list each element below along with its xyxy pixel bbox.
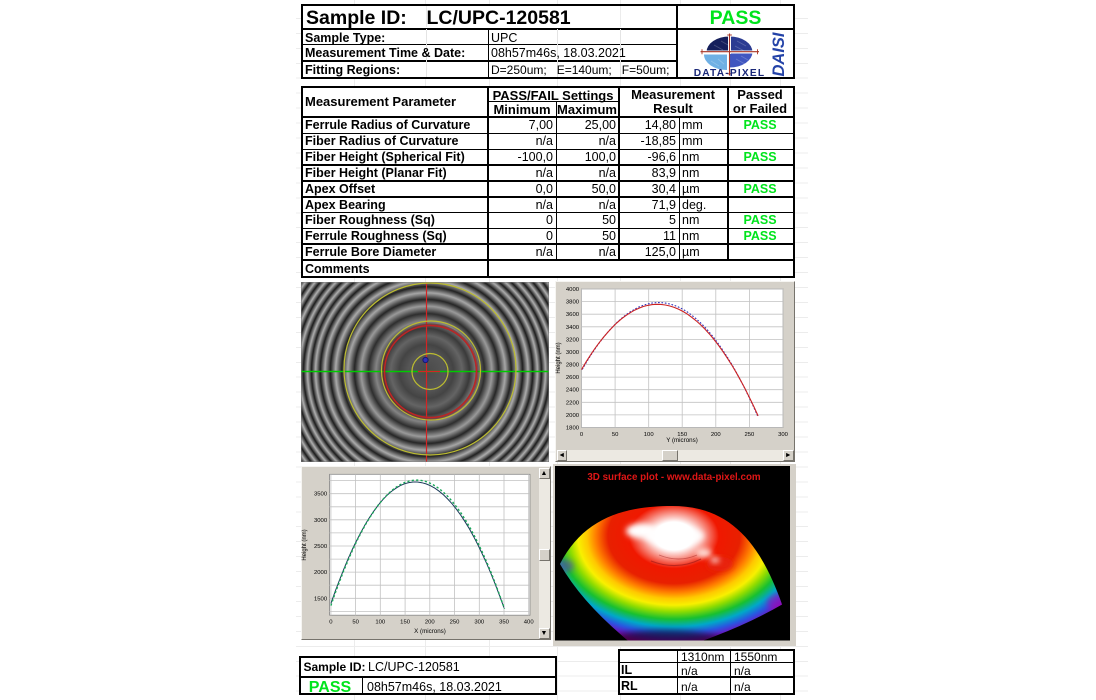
- svg-text:2800: 2800: [566, 363, 580, 369]
- svg-text:Y (microns): Y (microns): [666, 437, 698, 444]
- svg-text:1800: 1800: [566, 426, 580, 432]
- svg-text:DAISI: DAISI: [770, 32, 788, 76]
- svg-text:200: 200: [711, 432, 722, 438]
- svg-text:2600: 2600: [566, 375, 580, 381]
- svg-text:3200: 3200: [566, 337, 580, 343]
- svg-text:150: 150: [400, 620, 411, 626]
- svg-text:100: 100: [644, 432, 655, 438]
- svg-text:300: 300: [474, 620, 485, 626]
- svg-text:3500: 3500: [314, 492, 328, 498]
- svg-text:X (microns): X (microns): [414, 628, 446, 635]
- svg-text:0: 0: [580, 432, 584, 438]
- svg-text:2400: 2400: [566, 388, 580, 394]
- svg-text:2000: 2000: [314, 570, 328, 576]
- svg-text:300: 300: [778, 432, 789, 438]
- svg-text:2500: 2500: [314, 544, 328, 550]
- svg-text:3800: 3800: [566, 300, 580, 306]
- svg-text:3D surface plot - www.data-pix: 3D surface plot - www.data-pixel.com: [587, 472, 761, 483]
- svg-text:250: 250: [450, 620, 461, 626]
- svg-text:100: 100: [375, 620, 386, 626]
- svg-text:400: 400: [524, 620, 535, 626]
- svg-text:0: 0: [329, 620, 333, 626]
- svg-text:350: 350: [499, 620, 510, 626]
- svg-text:2200: 2200: [566, 400, 580, 406]
- svg-text:4000: 4000: [566, 287, 580, 293]
- svg-text:2000: 2000: [566, 413, 580, 419]
- svg-text:50: 50: [612, 432, 619, 438]
- svg-text:Height (nm): Height (nm): [302, 529, 308, 560]
- svg-text:150: 150: [677, 432, 688, 438]
- svg-text:DATA-PIXEL: DATA-PIXEL: [693, 68, 765, 77]
- svg-text:3000: 3000: [566, 350, 580, 356]
- svg-text:Height (nm): Height (nm): [556, 342, 562, 373]
- svg-text:1500: 1500: [314, 596, 328, 602]
- svg-text:250: 250: [744, 432, 755, 438]
- svg-text:3400: 3400: [566, 325, 580, 331]
- svg-text:50: 50: [352, 620, 359, 626]
- svg-text:3600: 3600: [566, 312, 580, 318]
- svg-text:3000: 3000: [314, 518, 328, 524]
- svg-text:200: 200: [425, 620, 436, 626]
